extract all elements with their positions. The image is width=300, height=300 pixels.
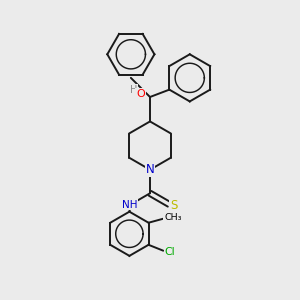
Text: CH₃: CH₃: [164, 213, 182, 222]
Text: O: O: [136, 89, 145, 99]
Text: S: S: [170, 199, 177, 212]
Text: N: N: [146, 163, 154, 176]
Text: H: H: [130, 85, 137, 94]
Text: Cl: Cl: [164, 247, 175, 257]
Text: NH: NH: [122, 200, 137, 210]
